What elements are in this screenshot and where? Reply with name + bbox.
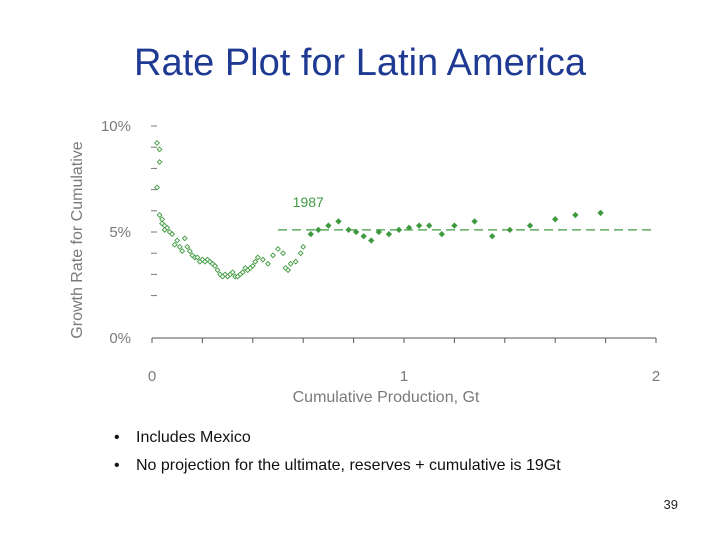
data-point-open (214, 267, 221, 274)
bullet-item: • Includes Mexico (112, 424, 561, 452)
bullet-list: • Includes Mexico • No projection for th… (112, 424, 561, 480)
rate-scatter-chart: 1987 0% 5% 10% 0 1 2 Growth Rate for Cumulat… (69, 118, 660, 406)
data-point-filled (489, 233, 496, 240)
slide-title: Rate Plot for Latin America (134, 42, 586, 84)
data-point-open (164, 224, 171, 231)
data-point-filled (552, 216, 559, 223)
data-point-filled (307, 230, 314, 238)
y-tick-label: 5% (109, 224, 131, 241)
y-axis-label: Growth Rate for Cumulative (69, 141, 86, 339)
data-point-open (176, 243, 183, 250)
data-point-open (194, 254, 201, 261)
y-tick-label: 10% (101, 118, 131, 135)
data-point-open (156, 212, 163, 218)
data-point-open (184, 243, 191, 250)
data-point-open (292, 258, 299, 265)
data-point-filled (315, 226, 322, 234)
data-point-open (285, 267, 292, 274)
data-point-open (287, 260, 294, 267)
data-point-filled (415, 222, 423, 229)
data-point-open (171, 241, 178, 248)
data-point-filled (572, 211, 579, 219)
x-tick-labels: 0 1 2 (148, 368, 660, 385)
data-point-filled (352, 228, 360, 236)
data-point-filled (451, 222, 458, 229)
data-point-open (270, 252, 276, 259)
data-point-open (275, 246, 281, 252)
data-point-open (186, 248, 193, 255)
x-tick-marks (151, 338, 657, 343)
chart-area: 1987 0% 5% 10% 0 1 2 Growth Rate for Cumulat… (69, 118, 660, 406)
x-tick-label: 2 (652, 368, 660, 385)
data-point-open (259, 256, 266, 263)
data-point-filled (335, 218, 342, 225)
data-point-open (300, 243, 307, 250)
x-tick-label: 1 (400, 368, 408, 385)
data-point-open (229, 269, 236, 276)
bullet-text: Includes Mexico (136, 429, 251, 446)
data-point-open (249, 262, 256, 269)
data-point-open (252, 258, 259, 265)
data-point-open (239, 269, 246, 276)
x-tick-label: 0 (148, 368, 156, 385)
data-point-filled (360, 233, 367, 240)
bullet-dot-icon: • (114, 457, 120, 474)
data-point-open (154, 140, 160, 146)
data-point-open (297, 250, 304, 257)
data-point-open (254, 254, 261, 261)
data-point-filled (345, 226, 352, 234)
bullet-text: No projection for the ultimate, reserves… (136, 457, 561, 474)
data-point-filled (375, 228, 382, 236)
data-point-open (156, 146, 163, 153)
data-point-filled (526, 222, 534, 229)
data-point-filled (405, 224, 413, 231)
data-point-filled (368, 237, 375, 244)
y-tick-labels: 0% 5% 10% (101, 118, 131, 347)
data-point-filled (325, 222, 332, 229)
data-point-filled (506, 226, 514, 234)
bullet-item: • No projection for the ultimate, reserv… (112, 452, 561, 480)
data-point-open (181, 235, 188, 242)
data-point-open (154, 184, 160, 191)
annotation-1987: 1987 (293, 194, 324, 210)
data-point-open (156, 159, 163, 165)
data-point-open (264, 260, 271, 267)
data-points (154, 140, 604, 280)
data-point-open (212, 262, 218, 269)
data-point-filled (385, 230, 393, 238)
data-point-filled (471, 218, 478, 225)
data-point-filled (395, 226, 403, 234)
data-point-filled (597, 209, 604, 217)
bullet-dot-icon: • (114, 429, 120, 446)
y-minor-ticks (151, 125, 157, 297)
data-point-open (169, 231, 176, 238)
y-tick-label: 0% (109, 330, 131, 347)
data-point-open (174, 237, 181, 244)
data-point-open (179, 248, 186, 255)
page-number: 39 (663, 497, 678, 512)
data-point-open (280, 250, 286, 257)
data-point-filled (426, 222, 433, 229)
data-point-filled (438, 230, 445, 238)
x-axis-label: Cumulative Production, Gt (293, 389, 480, 406)
